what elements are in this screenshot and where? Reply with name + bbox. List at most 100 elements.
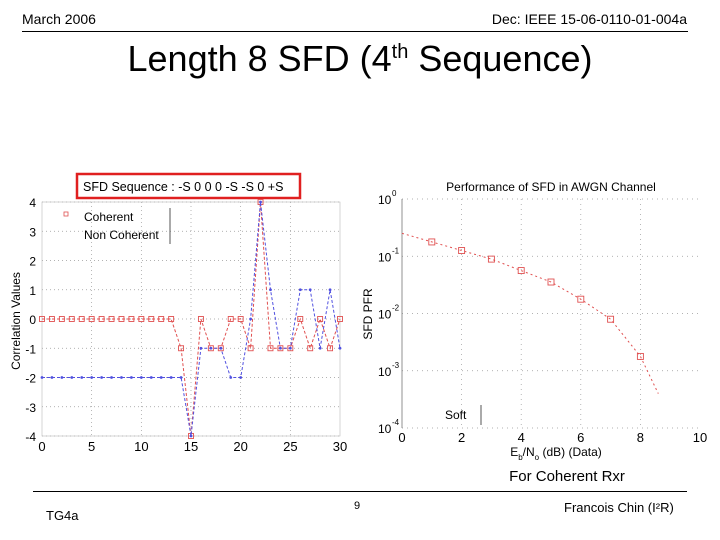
left-y-tick-label: -3 bbox=[25, 401, 36, 415]
left-point-coherent bbox=[237, 316, 244, 322]
left-point-coherent bbox=[327, 345, 334, 352]
left-point-coherent bbox=[267, 345, 274, 352]
right-chart-title: Performance of SFD in AWGN Channel bbox=[446, 180, 656, 194]
right-point bbox=[577, 295, 585, 303]
left-point-noncoherent bbox=[259, 200, 262, 204]
left-title-box bbox=[75, 172, 302, 200]
header-date: March 2006 bbox=[22, 11, 96, 27]
left-point-coherent bbox=[138, 316, 145, 322]
left-point-noncoherent bbox=[40, 376, 44, 379]
left-point-noncoherent bbox=[298, 288, 302, 292]
left-x-tick-label: 0 bbox=[38, 439, 45, 454]
left-point-coherent bbox=[217, 345, 224, 352]
left-point-coherent bbox=[197, 316, 204, 322]
left-point-coherent bbox=[78, 316, 85, 322]
left-x-tick-label: 5 bbox=[88, 439, 95, 454]
left-point-coherent bbox=[48, 316, 55, 322]
right-point bbox=[607, 315, 615, 323]
right-x-tick-label: 6 bbox=[577, 430, 584, 445]
right-x-tick-label: 8 bbox=[637, 430, 644, 445]
right-x-tick-label: 2 bbox=[458, 430, 465, 445]
footer-page-number: 9 bbox=[354, 500, 361, 512]
slide-title: Length 8 SFD (4th Sequence) bbox=[0, 38, 720, 80]
left-point-noncoherent bbox=[159, 376, 163, 379]
legend-coherent-label: Coherent bbox=[84, 210, 134, 224]
left-point-noncoherent bbox=[179, 376, 183, 379]
right-x-tick-label: 4 bbox=[518, 430, 525, 445]
right-y-tick-base: 10 bbox=[378, 250, 392, 264]
left-y-tick-label: -2 bbox=[25, 372, 36, 386]
left-point-noncoherent bbox=[279, 346, 282, 350]
right-point bbox=[458, 247, 466, 254]
left-point-coherent bbox=[128, 316, 135, 322]
chart-caption: For Coherent Rxr bbox=[509, 468, 625, 485]
slide-title-end: Sequence) bbox=[408, 38, 593, 79]
left-point-noncoherent bbox=[70, 376, 74, 379]
right-x-tick-label: 0 bbox=[398, 430, 405, 445]
right-point bbox=[428, 238, 436, 246]
left-point-coherent bbox=[227, 316, 234, 322]
left-point-coherent bbox=[178, 345, 185, 352]
right-y-tick-exponent: 0 bbox=[392, 189, 397, 198]
left-point-noncoherent bbox=[239, 376, 243, 379]
left-point-noncoherent bbox=[288, 346, 292, 350]
left-x-tick-label: 20 bbox=[233, 439, 247, 454]
left-chart-title: SFD Sequence : -S 0 0 0 -S -S 0 +S bbox=[83, 180, 283, 194]
right-y-tick-exponent: -4 bbox=[392, 418, 400, 427]
left-point-noncoherent bbox=[229, 376, 233, 379]
left-x-tick-label: 10 bbox=[134, 439, 148, 454]
left-point-coherent bbox=[98, 316, 105, 322]
left-point-noncoherent bbox=[249, 317, 253, 321]
right-y-tick-exponent: -2 bbox=[392, 304, 400, 313]
right-y-tick-base: 10 bbox=[378, 422, 392, 436]
right-y-tick-exponent: -1 bbox=[392, 246, 400, 255]
right-legend-soft-label: Soft bbox=[445, 408, 467, 422]
header-divider bbox=[22, 31, 688, 32]
right-y-tick-exponent: -3 bbox=[392, 361, 400, 370]
right-point bbox=[547, 278, 555, 286]
right-y-axis-label: SFD PFR bbox=[361, 288, 375, 340]
left-x-tick-label: 30 bbox=[333, 439, 347, 454]
right-point bbox=[517, 267, 525, 275]
footer-group: TG4a bbox=[46, 508, 79, 523]
right-y-tick-base: 10 bbox=[378, 193, 392, 207]
left-y-tick-label: 4 bbox=[29, 196, 36, 210]
right-point bbox=[487, 255, 495, 263]
slide-title-sup: th bbox=[391, 41, 409, 63]
left-point-coherent bbox=[317, 316, 324, 322]
left-point-noncoherent bbox=[169, 376, 173, 379]
left-y-tick-label: 1 bbox=[29, 284, 36, 298]
left-point-coherent bbox=[58, 316, 65, 322]
left-point-noncoherent bbox=[219, 346, 223, 350]
left-point-noncoherent bbox=[100, 376, 103, 379]
left-y-tick-label: 3 bbox=[29, 225, 36, 239]
left-point-coherent bbox=[337, 316, 343, 322]
right-x-axis-label-part: b bbox=[518, 453, 523, 462]
left-point-noncoherent bbox=[308, 288, 312, 292]
left-point-coherent bbox=[207, 345, 214, 352]
left-y-axis-label: Correlation Values bbox=[9, 272, 23, 370]
left-point-noncoherent bbox=[120, 376, 123, 379]
right-x-axis-label: Eb/No (dB) (Data) bbox=[510, 445, 602, 462]
left-point-noncoherent bbox=[149, 376, 153, 379]
left-point-coherent bbox=[68, 316, 75, 322]
right-y-tick-base: 10 bbox=[378, 365, 392, 379]
left-point-noncoherent bbox=[209, 346, 213, 350]
left-point-coherent bbox=[168, 316, 175, 322]
left-point-coherent bbox=[307, 345, 314, 352]
right-point bbox=[636, 352, 644, 360]
left-point-coherent bbox=[247, 345, 254, 352]
left-point-coherent bbox=[108, 316, 115, 322]
left-y-tick-label: 0 bbox=[29, 313, 36, 327]
legend-noncoherent-label: Non Coherent bbox=[84, 228, 159, 242]
left-point-coherent bbox=[158, 316, 165, 322]
legend-coherent-marker bbox=[63, 211, 69, 217]
left-y-tick-label: -4 bbox=[25, 430, 36, 444]
left-x-tick-label: 15 bbox=[184, 439, 198, 454]
left-point-noncoherent bbox=[338, 346, 342, 350]
right-y-tick-base: 10 bbox=[378, 308, 392, 322]
right-x-axis-label-part: (dB) (Data) bbox=[539, 445, 602, 459]
footer-divider bbox=[33, 491, 687, 492]
right-x-axis-label-part: /N bbox=[523, 445, 535, 459]
left-point-noncoherent bbox=[328, 288, 332, 292]
